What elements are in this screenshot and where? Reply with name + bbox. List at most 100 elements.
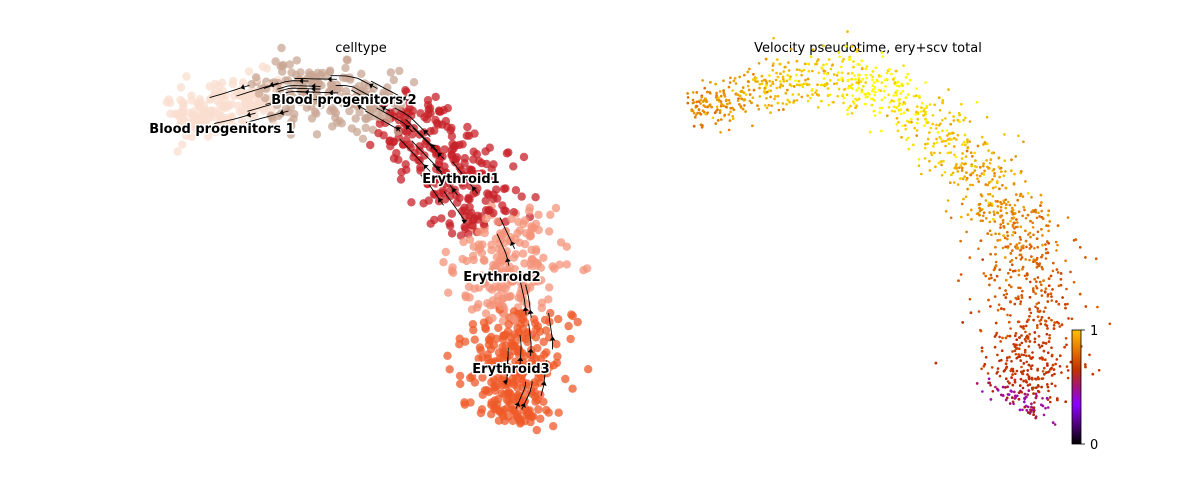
pseudotime-point bbox=[758, 95, 762, 98]
pseudotime-point bbox=[1010, 206, 1014, 210]
pseudotime-point bbox=[959, 239, 962, 243]
pseudotime-point bbox=[1020, 365, 1023, 369]
pseudotime-point bbox=[1019, 300, 1023, 303]
pseudotime-point bbox=[956, 118, 960, 122]
pseudotime-point bbox=[855, 104, 858, 108]
pseudotime-point bbox=[1051, 288, 1054, 291]
cell-point bbox=[422, 114, 432, 124]
pseudotime-point bbox=[960, 202, 964, 206]
cell-point bbox=[487, 400, 496, 410]
pseudotime-point bbox=[901, 90, 905, 93]
pseudotime-point bbox=[1046, 385, 1050, 389]
pseudotime-point bbox=[826, 87, 830, 90]
pseudotime-point bbox=[961, 321, 964, 324]
pseudotime-point bbox=[1047, 389, 1050, 393]
cell-point bbox=[250, 111, 259, 120]
pseudotime-point bbox=[741, 90, 744, 93]
pseudotime-point bbox=[722, 89, 725, 92]
cell-point bbox=[502, 149, 512, 158]
pseudotime-point bbox=[949, 216, 953, 220]
pseudotime-point bbox=[747, 80, 750, 84]
pseudotime-point bbox=[1008, 203, 1012, 207]
cell-point bbox=[395, 66, 404, 76]
pseudotime-point bbox=[888, 101, 892, 104]
pseudotime-point bbox=[920, 172, 923, 176]
pseudotime-point bbox=[1078, 246, 1082, 249]
pseudotime-point bbox=[757, 62, 761, 65]
cell-point bbox=[337, 119, 346, 128]
cell-point bbox=[465, 165, 474, 174]
pseudotime-point bbox=[806, 99, 810, 103]
pseudotime-point bbox=[899, 108, 903, 111]
pseudotime-point bbox=[919, 110, 923, 113]
pseudotime-point bbox=[775, 71, 778, 75]
cell-point bbox=[457, 178, 467, 188]
pseudotime-point bbox=[1044, 358, 1047, 362]
pseudotime-point bbox=[944, 210, 948, 213]
pseudotime-point bbox=[977, 247, 980, 250]
pseudotime-point bbox=[1018, 347, 1021, 351]
pseudotime-point bbox=[890, 99, 894, 102]
pseudotime-point bbox=[1012, 343, 1015, 346]
cell-point bbox=[497, 302, 507, 311]
pseudotime-point bbox=[1004, 186, 1007, 190]
cell-point bbox=[324, 89, 333, 98]
cell-point bbox=[481, 214, 491, 224]
pseudotime-point bbox=[952, 115, 955, 118]
pseudotime-point bbox=[807, 69, 811, 73]
pseudotime-point bbox=[929, 151, 933, 154]
pseudotime-point bbox=[1009, 275, 1013, 279]
cell-point bbox=[361, 123, 370, 133]
cell-point bbox=[385, 137, 394, 146]
pseudotime-point bbox=[931, 122, 934, 126]
pseudotime-point bbox=[1007, 271, 1010, 275]
pseudotime-point bbox=[1036, 310, 1040, 313]
pseudotime-point bbox=[1002, 293, 1006, 297]
pseudotime-point bbox=[968, 140, 971, 143]
cell-point bbox=[165, 98, 175, 108]
pseudotime-point bbox=[747, 88, 751, 92]
pseudotime-point bbox=[1026, 393, 1029, 396]
cell-point bbox=[455, 371, 465, 381]
pseudotime-point bbox=[1021, 214, 1024, 218]
pseudotime-point bbox=[976, 144, 980, 148]
pseudotime-point bbox=[1021, 386, 1025, 390]
pseudotime-point bbox=[1028, 308, 1031, 312]
pseudotime-point bbox=[864, 67, 868, 71]
pseudotime-point bbox=[784, 91, 788, 95]
pseudotime-point bbox=[1035, 237, 1039, 240]
pseudotime-point bbox=[983, 169, 986, 173]
pseudotime-point bbox=[988, 277, 991, 281]
cell-point bbox=[499, 371, 508, 381]
pseudotime-point bbox=[1040, 228, 1043, 231]
pseudotime-point bbox=[1032, 392, 1035, 395]
pseudotime-point bbox=[752, 78, 755, 81]
cell-point bbox=[520, 352, 529, 361]
pseudotime-point bbox=[864, 96, 868, 99]
pseudotime-point bbox=[858, 63, 861, 67]
pseudotime-point bbox=[874, 66, 878, 69]
pseudotime-point bbox=[1021, 408, 1024, 412]
cell-point bbox=[238, 78, 248, 87]
pseudotime-point bbox=[946, 199, 950, 202]
pseudotime-point bbox=[809, 96, 812, 100]
pseudotime-point bbox=[744, 93, 748, 96]
pseudotime-point bbox=[993, 278, 996, 282]
pseudotime-point bbox=[760, 82, 764, 86]
streamline-arrow bbox=[357, 104, 363, 110]
pseudotime-point bbox=[899, 92, 902, 95]
cell-point bbox=[425, 104, 435, 113]
pseudotime-point bbox=[1036, 307, 1039, 310]
cell-point bbox=[312, 130, 322, 139]
pseudotime-point bbox=[857, 86, 860, 90]
cell-point bbox=[533, 322, 543, 331]
pseudotime-point bbox=[862, 85, 865, 88]
pseudotime-point bbox=[979, 166, 982, 169]
pseudotime-point bbox=[691, 98, 695, 102]
pseudotime-point bbox=[992, 217, 995, 221]
pseudotime-point bbox=[792, 85, 796, 88]
pseudotime-point bbox=[872, 109, 876, 113]
pseudotime-point bbox=[886, 114, 889, 117]
celltype-panel: celltype Blood progenitors 1 Blood proge… bbox=[148, 41, 593, 435]
pseudotime-point bbox=[697, 108, 701, 111]
